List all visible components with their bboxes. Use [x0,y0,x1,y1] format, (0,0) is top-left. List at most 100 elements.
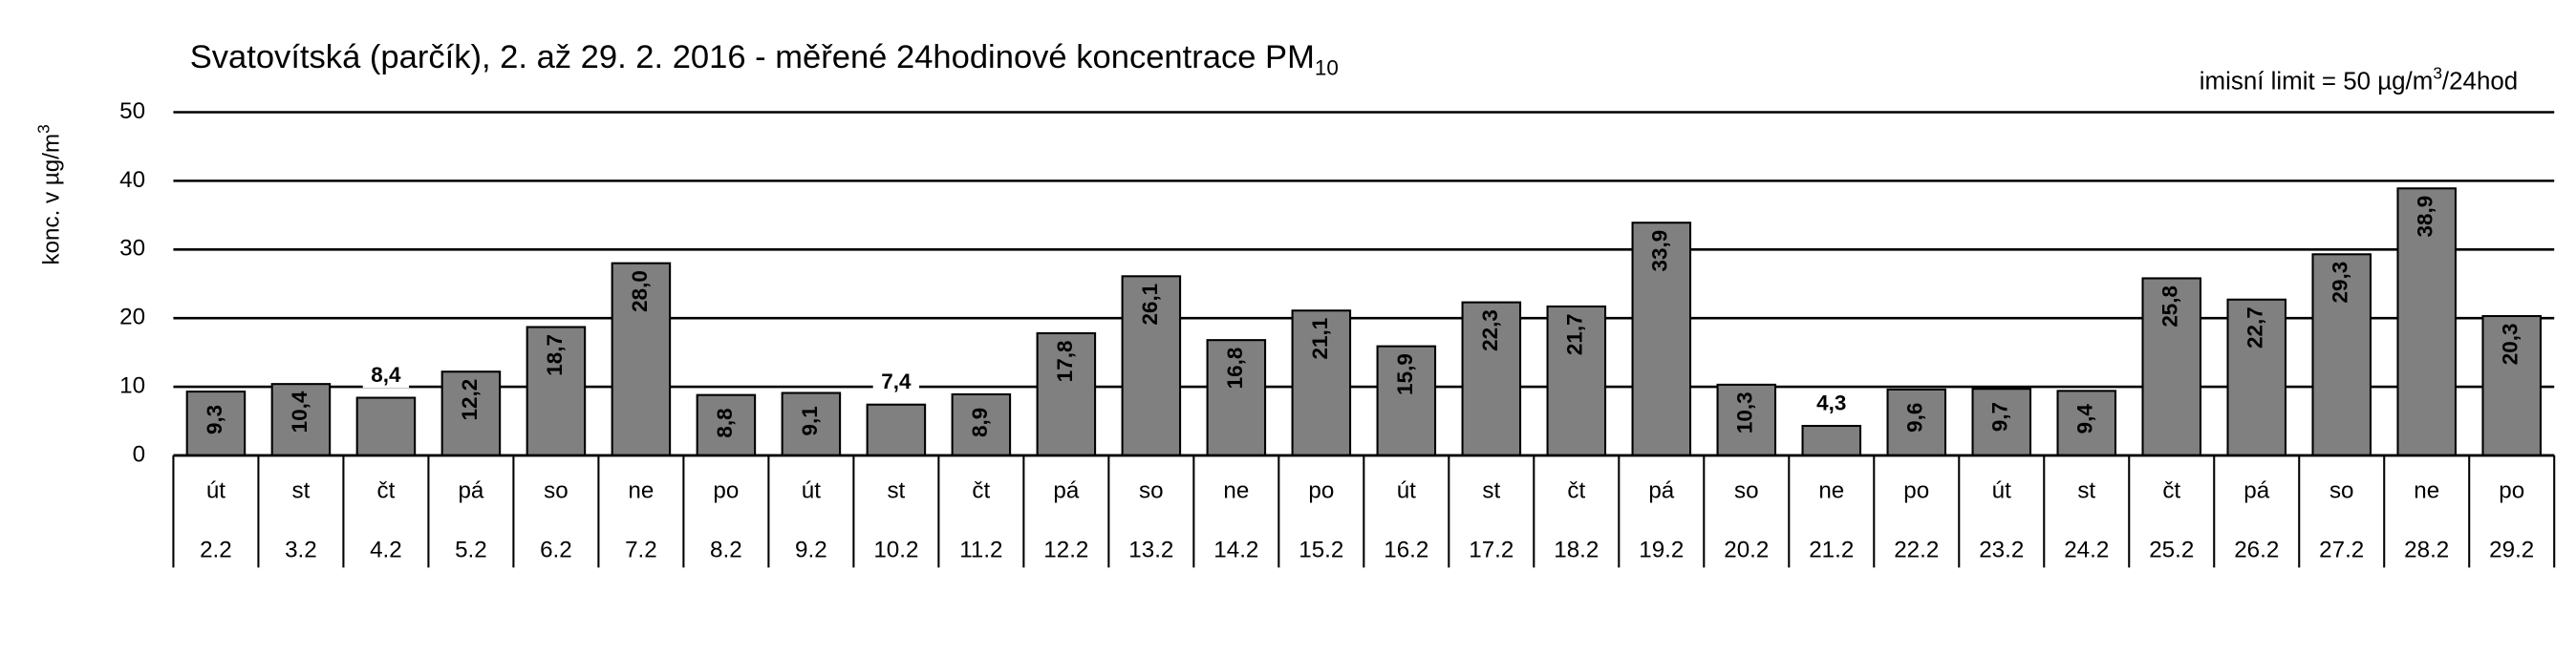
value-label: 10,3 [1733,391,1757,434]
value-label: 22,3 [1478,309,1502,351]
weekday-label: ne [628,477,654,503]
x-tick-label: 2.2 [200,538,232,563]
x-tick-label: 28.2 [2404,538,2449,563]
value-label-bg [1808,392,1855,416]
bar [2481,314,2542,456]
y-tick-label: 20 [119,305,145,330]
x-tick-label: 8.2 [710,538,742,563]
x-tick-label: 15.2 [1299,538,1343,563]
value-label: 17,8 [1053,340,1077,382]
x-tick-label: 12.2 [1043,538,1088,563]
x-tick-label: 18.2 [1554,538,1599,563]
value-label-bg [362,364,410,389]
weekday-label: út [802,477,821,503]
x-tick-label: 27.2 [2319,538,2364,563]
weekday-label: pá [458,477,483,503]
bar [1376,345,1437,456]
value-label: 8,4 [371,363,401,387]
bar [526,326,587,456]
y-tick-label: 50 [119,98,145,124]
value-label: 22,7 [2243,307,2267,349]
weekday-label: pá [1648,477,1674,503]
bar [1631,222,1692,456]
bar [866,403,927,456]
weekday-label: st [887,477,905,503]
x-tick-label: 19.2 [1639,538,1684,563]
x-tick-label: 13.2 [1128,538,1173,563]
y-tick-label: 40 [119,167,145,193]
weekday-label: čt [377,477,396,503]
weekday-label: st [292,477,311,503]
value-label: 21,7 [1563,313,1587,355]
x-tick-label: 4.2 [370,538,402,563]
x-tick-label: 22.2 [1894,538,1939,563]
bar [1716,383,1777,456]
chart-title: Svatovítská (parčík), 2. až 29. 2. 2016 … [190,39,1339,79]
weekday-label: čt [2162,477,2180,503]
weekday-label: út [206,477,225,503]
weekday-label: so [2329,477,2354,503]
value-label: 33,9 [1648,230,1672,272]
bar [355,396,417,456]
bar [951,392,1012,456]
value-label: 26,1 [1138,284,1162,326]
x-tick-label: 10.2 [873,538,918,563]
value-label: 9,7 [1988,402,2012,432]
x-tick-label: 26.2 [2234,538,2279,563]
value-label: 28,0 [628,270,652,312]
x-tick-label: 25.2 [2149,538,2194,563]
weekday-label: st [2077,477,2095,503]
x-tick-label: 29.2 [2489,538,2534,563]
weekday-label: po [1903,477,1929,503]
value-label: 29,3 [2329,262,2352,304]
weekday-label: po [713,477,739,503]
bar [1971,388,2032,456]
y-tick-label: 0 [133,441,145,467]
value-label: 18,7 [543,334,567,376]
weekday-label: so [1734,477,1759,503]
value-label: 8,9 [968,408,992,437]
x-tick-label: 11.2 [959,538,1002,563]
bar [1036,331,1097,456]
weekday-label: ne [1223,477,1249,503]
x-tick-label: 17.2 [1469,538,1513,563]
y-axis-label: konc. v µg/m3 [33,124,64,265]
value-label: 21,1 [1308,318,1332,360]
x-tick-label: 3.2 [285,538,317,563]
bar [611,262,672,456]
value-label: 9,3 [203,405,226,434]
bar [2226,298,2287,456]
weekday-label: po [1308,477,1334,503]
weekday-label: po [2499,477,2524,503]
annotation: imisní limit = 50 µg/m3/24hod [2200,63,2518,95]
value-label: 12,2 [458,379,482,421]
bar [1461,301,1522,456]
value-label: 9,4 [2073,404,2097,434]
value-label: 20,3 [2499,324,2522,366]
weekday-label: čt [972,477,990,503]
weekday-label: út [1992,477,2011,503]
weekday-label: út [1397,477,1416,503]
x-tick-label: 24.2 [2064,538,2109,563]
bar [440,370,502,456]
y-tick-label: 10 [119,372,145,398]
bar [2056,390,2117,456]
x-tick-label: 7.2 [625,538,657,563]
bar [185,391,247,456]
x-tick-label: 5.2 [455,538,487,563]
x-tick-label: 6.2 [540,538,572,563]
value-label: 7,4 [881,370,912,393]
x-tick-label: 9.2 [795,538,827,563]
value-label: 4,3 [1816,391,1846,414]
x-tick-label: 23.2 [1979,538,2024,563]
bar [1801,424,1862,456]
value-label: 16,8 [1223,348,1247,390]
bar [1291,309,1352,456]
weekday-label: so [544,477,569,503]
x-tick-label: 20.2 [1724,538,1769,563]
bar [1206,339,1267,456]
value-label: 10,4 [288,391,311,433]
x-tick-label: 21.2 [1809,538,1854,563]
weekday-label: pá [2243,477,2269,503]
